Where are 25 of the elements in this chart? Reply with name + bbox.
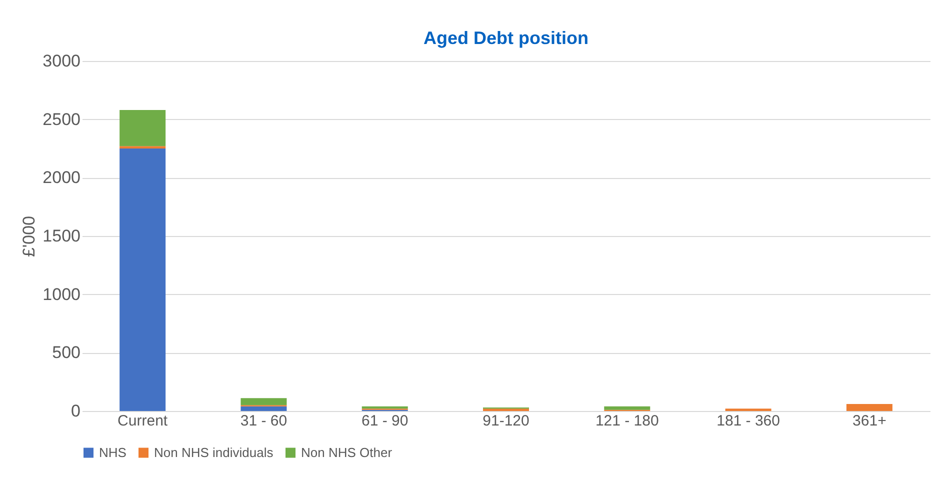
x-tick-label: 361+ xyxy=(852,412,887,430)
x-tick-label: 121 - 180 xyxy=(595,412,659,430)
y-tick-label: 0 xyxy=(71,402,80,420)
bar xyxy=(604,406,650,410)
x-tick-label: 91-120 xyxy=(482,412,530,430)
bar xyxy=(240,406,287,411)
y-tick-label: 1000 xyxy=(42,284,80,304)
bar xyxy=(846,404,892,411)
y-tick-label: 1500 xyxy=(42,226,80,246)
x-tick-label: Current xyxy=(118,412,168,430)
bar xyxy=(120,110,166,146)
legend-label: Non NHS Other xyxy=(301,444,393,460)
chart-title: Aged Debt position xyxy=(424,28,588,48)
y-axis-title: £'000 xyxy=(20,216,39,258)
y-tick-label: 3000 xyxy=(42,52,80,70)
x-tick-label: 61 - 90 xyxy=(362,412,408,430)
bar xyxy=(120,148,166,411)
legend-label: Non NHS individuals xyxy=(154,444,274,460)
legend-label: NHS xyxy=(99,444,127,460)
y-tick-label: 2000 xyxy=(42,168,80,188)
x-tick-label: 181 - 360 xyxy=(716,412,780,430)
x-tick-label: 31 - 60 xyxy=(240,412,288,430)
y-tick-label: 2500 xyxy=(42,110,80,129)
y-tick-label: 500 xyxy=(52,343,80,362)
bar xyxy=(240,398,287,406)
